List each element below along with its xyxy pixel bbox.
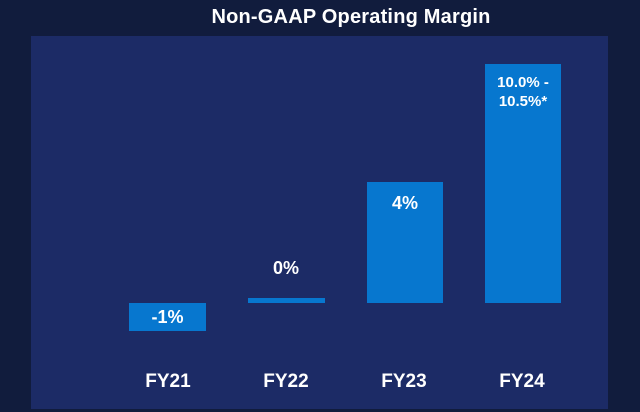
- chart-plot-area: -1% 0% 4% 10.0% - 10.5%* FY21 FY22 FY23 …: [31, 36, 608, 409]
- bar-fy23-value-label: 4%: [391, 193, 418, 213]
- x-axis-label-fy23: FY23: [381, 371, 427, 392]
- bar-fy24: 10.0% - 10.5%*: [485, 64, 561, 303]
- bar-fy22-zero-line: [248, 298, 325, 303]
- bar-fy22-value-label: 0%: [272, 258, 299, 278]
- bar-fy21-value-label: -1%: [151, 306, 184, 327]
- bar-fy23: 4%: [367, 182, 443, 303]
- chart-title: Non-GAAP Operating Margin: [211, 6, 491, 28]
- bar-fy24-value-label: 10.0% - 10.5%*: [497, 74, 549, 110]
- x-axis-label-fy22: FY22: [263, 371, 309, 392]
- x-axis-label-fy24: FY24: [499, 371, 545, 392]
- x-axis-label-fy21: FY21: [145, 371, 191, 392]
- bar-fy21: -1%: [129, 303, 206, 331]
